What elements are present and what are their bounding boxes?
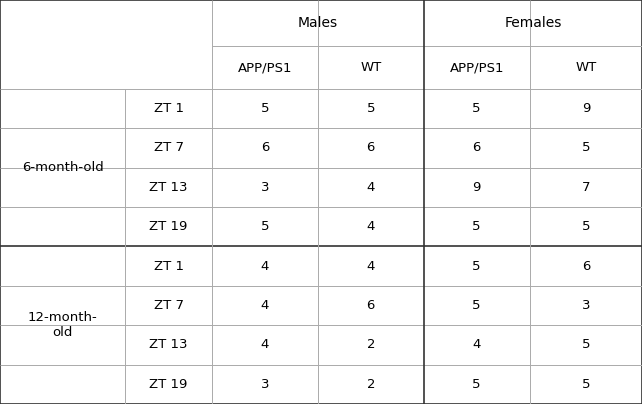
Text: ZT 13: ZT 13 [150, 339, 187, 351]
Text: Males: Males [298, 16, 338, 30]
Text: 6: 6 [261, 141, 269, 154]
Text: ZT 13: ZT 13 [150, 181, 187, 194]
Text: ZT 19: ZT 19 [150, 220, 187, 233]
Text: 5: 5 [473, 299, 481, 312]
Text: 6: 6 [582, 260, 590, 273]
Text: 9: 9 [473, 181, 481, 194]
Text: 4: 4 [367, 181, 375, 194]
Text: 4: 4 [367, 260, 375, 273]
Text: 7: 7 [582, 181, 590, 194]
Text: 2: 2 [367, 339, 375, 351]
Text: 3: 3 [261, 181, 269, 194]
Text: WT: WT [360, 61, 381, 74]
Text: 3: 3 [261, 378, 269, 391]
Text: APP/PS1: APP/PS1 [238, 61, 292, 74]
Text: 5: 5 [473, 378, 481, 391]
Text: 5: 5 [582, 339, 590, 351]
Text: ZT 7: ZT 7 [153, 141, 184, 154]
Text: ZT 7: ZT 7 [153, 299, 184, 312]
Text: 4: 4 [367, 220, 375, 233]
Text: 6: 6 [473, 141, 481, 154]
Text: 6: 6 [367, 141, 375, 154]
Text: 4: 4 [261, 339, 269, 351]
Text: ZT 19: ZT 19 [150, 378, 187, 391]
Text: Females: Females [504, 16, 562, 30]
Text: ZT 1: ZT 1 [153, 260, 184, 273]
Text: 6-month-old: 6-month-old [22, 161, 103, 174]
Text: 4: 4 [261, 299, 269, 312]
Text: 5: 5 [582, 378, 590, 391]
Text: 4: 4 [473, 339, 481, 351]
Text: WT: WT [575, 61, 596, 74]
Text: 5: 5 [582, 141, 590, 154]
Text: APP/PS1: APP/PS1 [449, 61, 504, 74]
Text: 5: 5 [582, 220, 590, 233]
Text: 5: 5 [473, 102, 481, 115]
Text: ZT 1: ZT 1 [153, 102, 184, 115]
Text: 12-month-
old: 12-month- old [28, 311, 98, 339]
Text: 9: 9 [582, 102, 590, 115]
Text: 2: 2 [367, 378, 375, 391]
Text: 6: 6 [367, 299, 375, 312]
Text: 5: 5 [473, 260, 481, 273]
Text: 5: 5 [261, 102, 269, 115]
Text: 4: 4 [261, 260, 269, 273]
Text: 3: 3 [582, 299, 590, 312]
Text: 5: 5 [473, 220, 481, 233]
Text: 5: 5 [261, 220, 269, 233]
Text: 5: 5 [367, 102, 375, 115]
